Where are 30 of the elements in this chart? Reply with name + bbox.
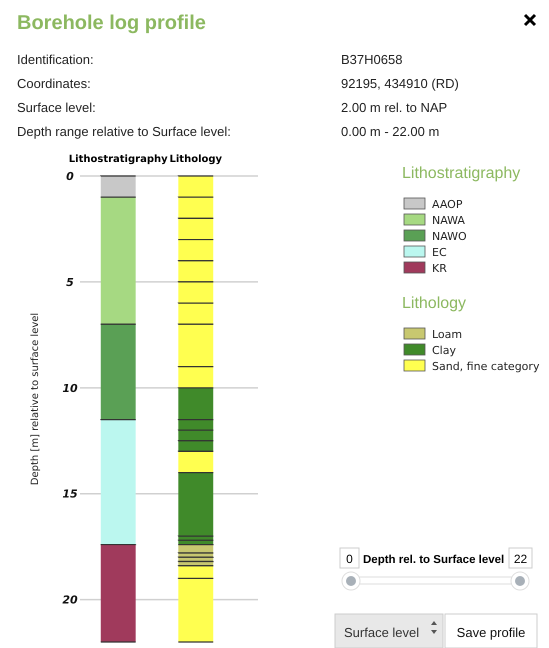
y-tick-label: 0 (66, 170, 74, 183)
legend-label: Sand, fine category (432, 360, 540, 373)
text: 92195, 434910 (RD) (341, 76, 459, 91)
text: 22 (514, 552, 528, 566)
text: Save profile (456, 625, 526, 640)
text: Depth range relative to Surface level: (17, 124, 231, 139)
legend-label: NAWA (432, 214, 466, 227)
y-tick-label: 10 (62, 382, 78, 395)
category-label: Lithostratigraphy (402, 165, 520, 182)
y-tick-label: 15 (62, 488, 78, 501)
text: 2.00 m rel. to NAP (341, 100, 448, 115)
text: Surface level (344, 625, 420, 640)
y-tick-label: 5 (66, 276, 74, 289)
text: 0.00 m - 22.00 m (341, 124, 440, 139)
y-tick-label: 20 (62, 594, 78, 607)
text: Depth rel. to Surface level (363, 554, 504, 566)
legend-label: EC (432, 246, 447, 259)
legend-label: NAWO (432, 230, 468, 243)
legend-label: AAOP (432, 198, 463, 211)
text: B37H0658 (341, 52, 402, 67)
chart-title: Borehole log profile (17, 12, 206, 34)
legend-label: Loam (432, 328, 462, 341)
legend-label: KR (432, 262, 448, 275)
text: Surface level: (17, 100, 96, 115)
text: Coordinates: (17, 76, 91, 91)
legend-label: Clay (432, 344, 456, 357)
text: 0 (346, 552, 354, 566)
category-label: Lithology (402, 295, 466, 312)
text: Identification: (17, 52, 94, 67)
y-axis-title: Depth [m] relative to surface level (30, 312, 41, 486)
